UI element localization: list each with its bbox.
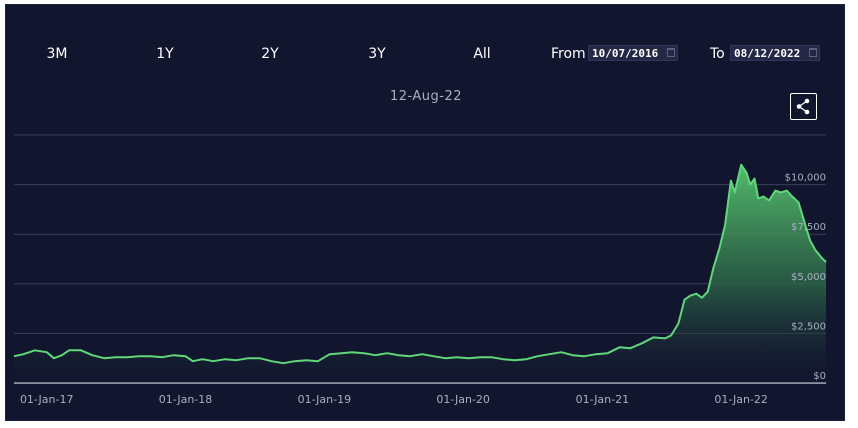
to-label: To — [710, 46, 725, 62]
x-tick-label: 01-Jan-20 — [436, 393, 490, 406]
series-area — [14, 164, 826, 383]
x-tick-label: 01-Jan-19 — [298, 393, 352, 406]
series-line — [13, 163, 827, 365]
from-date-value: 10/07/2016 — [592, 47, 659, 60]
chart-panel: 3M 1Y 2Y 3Y All From 10/07/2016 To 08/12… — [5, 4, 845, 421]
range-1y-button[interactable]: 1Y — [156, 46, 174, 62]
x-tick-label: 01-Jan-18 — [159, 393, 213, 406]
x-tick-label: 01-Jan-21 — [576, 393, 630, 406]
from-date-input[interactable]: 10/07/2016 — [588, 45, 678, 61]
y-tick-label: $7,500 — [791, 222, 826, 233]
x-tick-label: 01-Jan-17 — [20, 393, 74, 406]
area-chart: $0 $2,500 $5,000 $7,500 $10,000 01-Jan-17 01-J… — [13, 134, 827, 406]
range-3y-button[interactable]: 3Y — [368, 46, 386, 62]
y-tick-label: $10,000 — [785, 173, 826, 184]
range-3m-button[interactable]: 3M — [46, 46, 68, 62]
share-button[interactable] — [790, 93, 817, 120]
to-date-value: 08/12/2022 — [734, 47, 801, 60]
range-all-button[interactable]: All — [473, 46, 491, 62]
to-date-input[interactable]: 08/12/2022 — [730, 45, 820, 61]
calendar-icon[interactable] — [809, 48, 817, 57]
from-label: From — [551, 46, 586, 62]
hover-date-label: 12-Aug-22 — [389, 89, 463, 104]
y-tick-label: $2,500 — [791, 321, 826, 332]
calendar-icon[interactable] — [667, 48, 675, 57]
y-tick-label: $5,000 — [791, 272, 826, 283]
share-icon — [796, 98, 810, 115]
y-tick-label: $0 — [813, 371, 826, 382]
x-tick-label: 01-Jan-22 — [714, 393, 768, 406]
range-2y-button[interactable]: 2Y — [261, 46, 279, 62]
